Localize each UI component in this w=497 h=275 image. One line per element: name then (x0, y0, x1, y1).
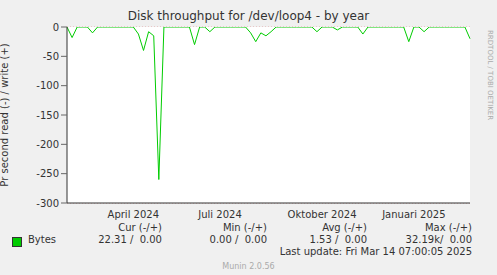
html-text:1.53 / 0.00: 1.53 / 0.00 (309, 234, 367, 245)
html-text:Cur (-/+): Cur (-/+) (118, 222, 162, 233)
html-text:Last update: Fri Mar 14 07:00:: Last update: Fri Mar 14 07:00:05 2025 (279, 246, 472, 257)
html-text:Disk throughput for /dev/loop4: Disk throughput for /dev/loop4 - by year (127, 9, 370, 23)
svg-text:-200: -200 (36, 139, 59, 150)
html-text:Bytes: Bytes (28, 234, 57, 245)
html-text:Min (-/+): Min (-/+) (222, 222, 267, 233)
svg-text:April 2024: April 2024 (108, 209, 159, 220)
svg-text:-100: -100 (36, 80, 59, 91)
html-text:Avg (-/+): Avg (-/+) (322, 222, 367, 233)
svg-text:Oktober 2024: Oktober 2024 (288, 209, 357, 220)
svg-text:0: 0 (53, 22, 59, 33)
svg-text:-250: -250 (36, 168, 59, 179)
html-text:0.00 / 0.00: 0.00 / 0.00 (209, 234, 267, 245)
svg-text:-50: -50 (43, 51, 59, 62)
svg-text:-300: -300 (36, 198, 59, 209)
svg-text:-150: -150 (36, 110, 59, 121)
svg-text:Juli 2024: Juli 2024 (197, 209, 241, 220)
html-text:22.31 / 0.00: 22.31 / 0.00 (98, 234, 162, 245)
html-text:RRDTOOL / TOBI OETIKER: RRDTOOL / TOBI OETIKER (486, 30, 494, 121)
html-text:32.19k/ 0.00: 32.19k/ 0.00 (405, 234, 472, 245)
html-text:Munin 2.0.56: Munin 2.0.56 (222, 262, 275, 271)
svg-text:Pr second read (-) / write (+): Pr second read (-) / write (+) (8, 43, 10, 186)
html-text:Max (-/+): Max (-/+) (425, 222, 472, 233)
svg-text:Januari 2025: Januari 2025 (381, 209, 445, 220)
